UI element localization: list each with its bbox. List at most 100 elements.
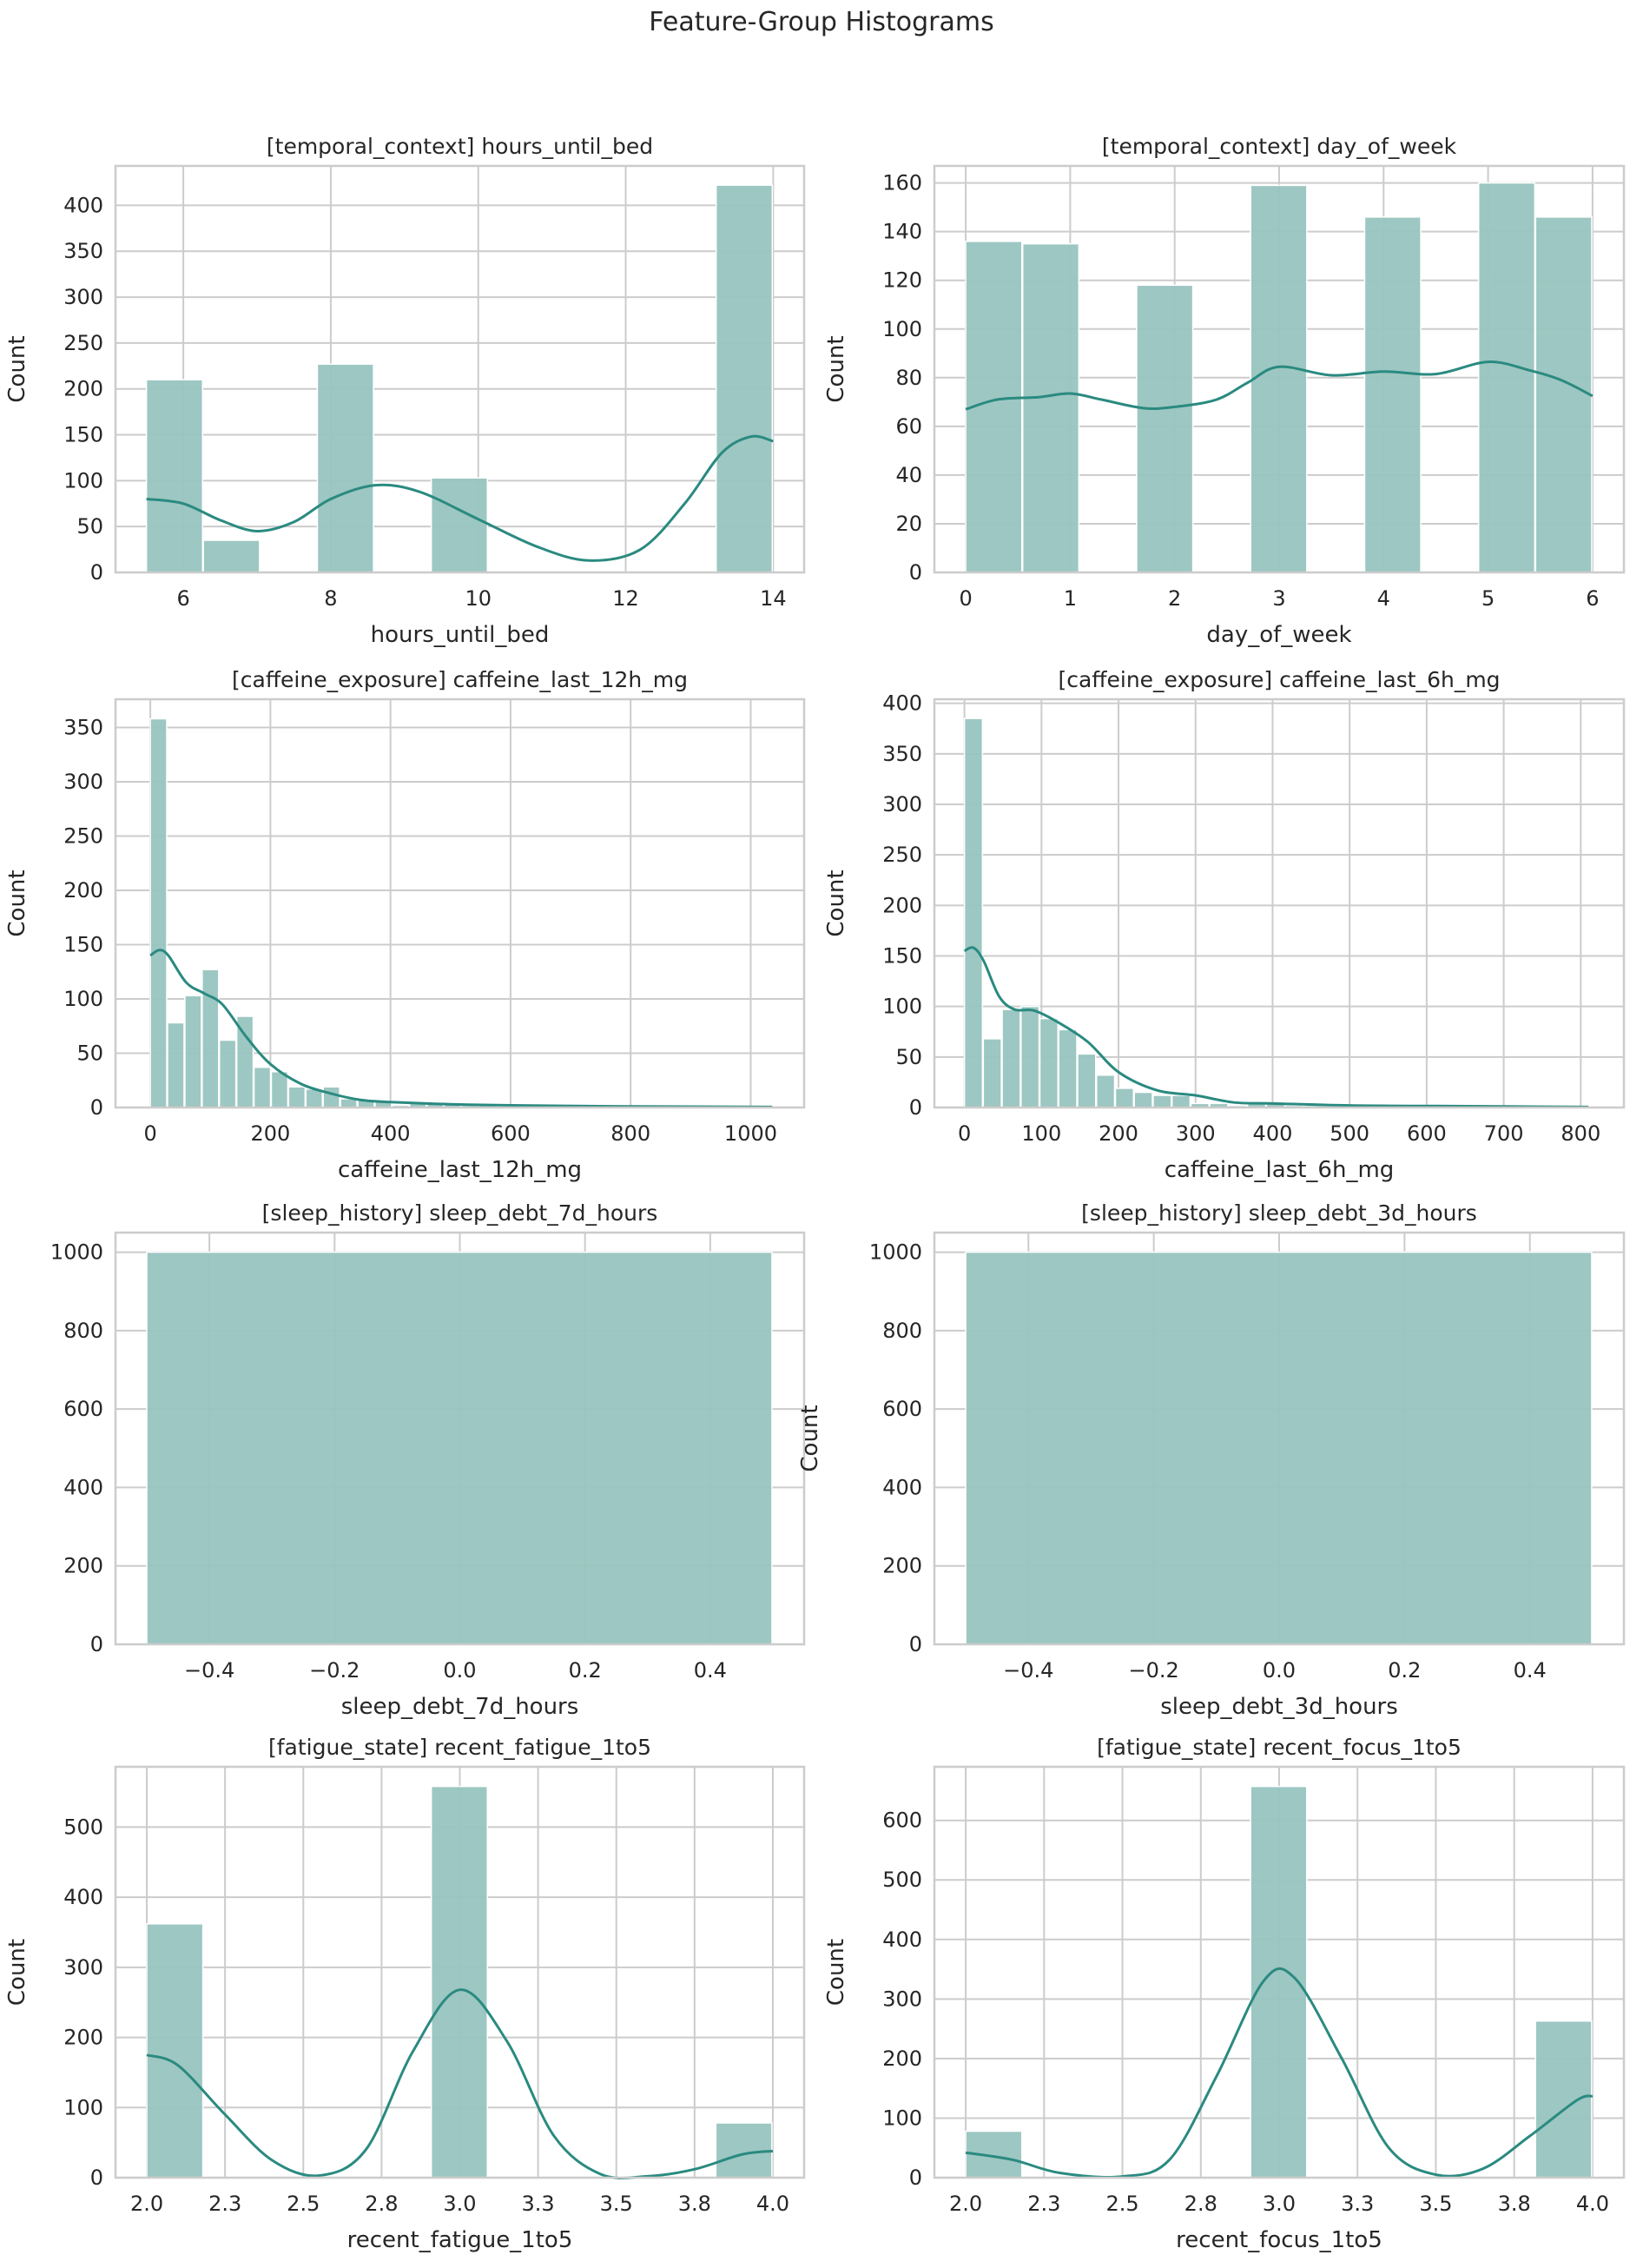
y-tick-label: 160 [882, 171, 922, 195]
y-tick-label: 0 [90, 1095, 103, 1120]
y-tick-label: 200 [63, 1554, 103, 1578]
x-tick-label: 300 [1176, 1121, 1216, 1146]
histogram-bar [430, 1785, 488, 2179]
x-tick-label: −0.4 [184, 1658, 234, 1683]
histogram-bar [201, 969, 220, 1108]
axes-frame [933, 1231, 1626, 1646]
y-tick-label: 250 [63, 331, 103, 355]
axes-frame [114, 164, 806, 574]
histogram-bar [1039, 1017, 1059, 1108]
histogram-bar [982, 1038, 1002, 1108]
y-tick-label: 100 [882, 317, 922, 341]
histogram-bar [1534, 2020, 1593, 2179]
x-tick-label: 4.0 [1576, 2192, 1609, 2216]
subplot-title: [fatigue_state] recent_fatigue_1to5 [268, 1735, 651, 1760]
x-tick-label: 2 [1168, 586, 1181, 611]
histogram-bar [1171, 1094, 1191, 1108]
y-axis-label: Count [797, 1405, 823, 1471]
histogram-bar [715, 184, 774, 573]
histogram-bar [287, 1086, 307, 1108]
x-tick-label: 100 [1021, 1121, 1061, 1146]
histogram-bar [430, 477, 489, 573]
y-tick-label: 1000 [869, 1240, 922, 1265]
x-tick-label: 600 [491, 1121, 531, 1146]
x-tick-label: 3.5 [600, 2192, 633, 2216]
y-tick-label: 0 [909, 1632, 922, 1656]
x-tick-label: 3.3 [522, 2192, 555, 2216]
histogram-bar [1077, 1053, 1097, 1108]
y-tick-label: 40 [895, 463, 922, 487]
subplot-7: 2.0 2.3 2.5 2.8 3.0 3.3 3.5 3.8 4.0 0 100 200 300 400… [823, 1735, 1626, 2253]
y-tick-label: 400 [63, 1475, 103, 1499]
x-tick-label: 800 [1561, 1121, 1600, 1146]
subplot-title: [caffeine_exposure] caffeine_last_6h_mg [1058, 667, 1500, 692]
histogram-bar [1095, 1074, 1116, 1108]
y-tick-label: 200 [882, 1554, 922, 1578]
kde-curve [963, 946, 1589, 1108]
y-tick-label: 0 [90, 560, 103, 585]
x-tick-label: 2.8 [365, 2192, 398, 2216]
histogram-bar [715, 2122, 773, 2179]
x-tick-label: 0 [959, 586, 972, 611]
x-tick-label: 8 [324, 586, 337, 611]
x-tick-label: 10 [465, 586, 492, 611]
y-tick-label: 50 [76, 1041, 103, 1066]
histogram-bar [218, 1039, 237, 1108]
x-tick-label: 500 [1330, 1121, 1369, 1146]
histogram-bar [1021, 242, 1080, 573]
y-tick-label: 150 [63, 423, 103, 447]
y-tick-label: 300 [882, 792, 922, 817]
axes-frame [933, 1765, 1626, 2179]
kde-curve [146, 434, 774, 562]
x-tick-label: 3.0 [443, 2192, 476, 2216]
y-tick-label: 500 [882, 1868, 922, 1892]
histogram-bar [1058, 1028, 1078, 1108]
y-tick-label: 50 [76, 514, 103, 539]
y-tick-label: 350 [63, 716, 103, 740]
y-axis-label: Count [4, 870, 30, 936]
x-tick-label: 800 [610, 1121, 650, 1146]
y-tick-label: 400 [63, 193, 103, 217]
x-axis-label: sleep_debt_7d_hours [341, 1694, 579, 1720]
y-tick-label: 600 [63, 1397, 103, 1421]
histogram-bar [270, 1071, 289, 1108]
y-tick-label: 20 [895, 512, 922, 536]
y-tick-label: 400 [882, 1475, 922, 1499]
x-axis-label: hours_until_bed [371, 622, 550, 648]
y-tick-label: 1000 [50, 1240, 103, 1265]
subplot-0: 6 8 10 12 14 0 50 100 150 200 250 300 350 400 [tempora… [4, 134, 806, 648]
x-tick-label: −0.2 [1128, 1658, 1178, 1683]
subplot-title: [sleep_history] sleep_debt_3d_hours [1081, 1200, 1477, 1226]
subplot-6: 2.0 2.3 2.5 2.8 3.0 3.3 3.5 3.8 4.0 0 100 200 300 400… [4, 1735, 806, 2253]
x-tick-label: 400 [1253, 1121, 1293, 1146]
x-tick-label: 1 [1064, 586, 1077, 611]
y-tick-label: 800 [882, 1319, 922, 1343]
y-tick-label: 300 [882, 1987, 922, 2011]
x-tick-label: 3.8 [1498, 2192, 1531, 2216]
y-tick-label: 400 [882, 691, 922, 716]
x-axis-label: caffeine_last_12h_mg [338, 1157, 582, 1183]
y-tick-label: 200 [882, 2046, 922, 2071]
y-tick-label: 300 [63, 770, 103, 794]
x-tick-label: 0 [143, 1121, 156, 1146]
histogram-bar [322, 1086, 340, 1108]
histogram-bar [184, 995, 202, 1108]
x-tick-label: 2.0 [130, 2192, 163, 2216]
y-tick-label: 0 [909, 1095, 922, 1120]
y-tick-label: 300 [63, 285, 103, 309]
y-tick-label: 0 [909, 2166, 922, 2190]
y-tick-label: 250 [63, 824, 103, 849]
axes-frame [114, 698, 806, 1109]
y-tick-label: 350 [882, 742, 922, 766]
x-tick-label: 0 [958, 1121, 971, 1146]
histogram-bar [1534, 216, 1593, 573]
y-tick-label: 300 [63, 1955, 103, 1980]
subplot-title: [temporal_context] hours_until_bed [267, 134, 653, 159]
x-axis-label: recent_focus_1to5 [1176, 2227, 1382, 2253]
x-tick-label: 0.0 [1263, 1658, 1296, 1683]
x-tick-label: 3.3 [1341, 2192, 1374, 2216]
y-tick-label: 600 [882, 1808, 922, 1833]
kde-curve [965, 360, 1594, 411]
y-tick-label: 0 [909, 560, 922, 585]
